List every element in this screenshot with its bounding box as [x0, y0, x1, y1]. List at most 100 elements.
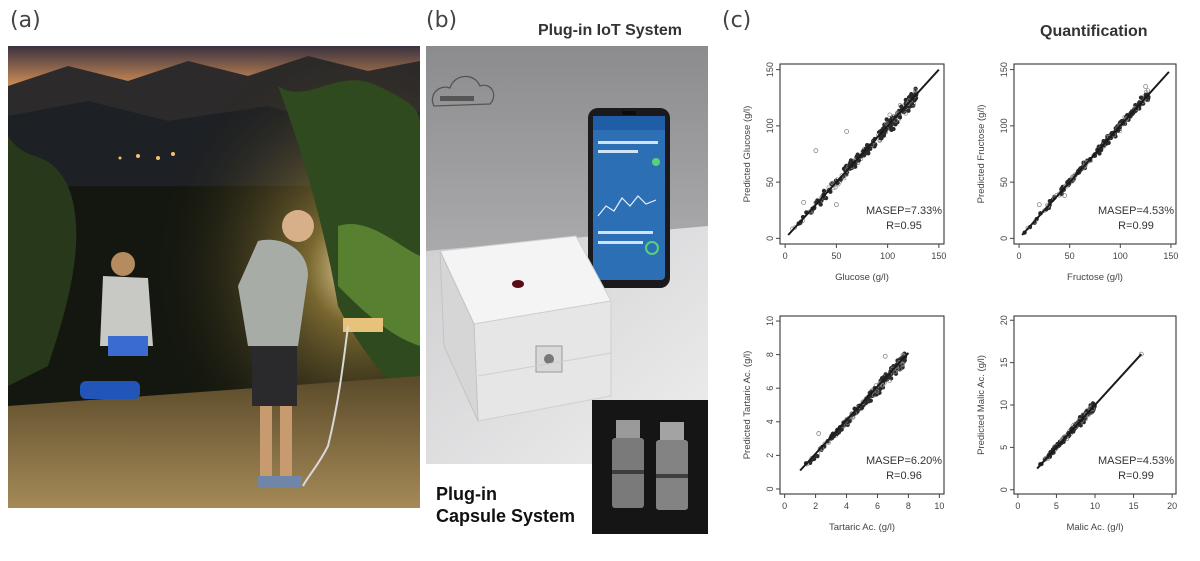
data-point: [895, 112, 901, 117]
x-axis-label: Tartaric Ac. (g/l): [829, 522, 895, 533]
data-point: [878, 136, 883, 141]
data-point: [892, 369, 898, 375]
x-tick-label: 2: [813, 501, 818, 511]
y-tick-label: 100: [765, 118, 775, 133]
data-point: [859, 405, 865, 410]
x-tick-label: 0: [782, 501, 787, 511]
x-tick-label: 0: [783, 251, 788, 261]
plot-malic: 0 5 10 15 20 0 5 10 15 20 Malic Ac. (g/l) Predicted…: [962, 306, 1190, 550]
x-tick-label: 0: [1017, 251, 1022, 261]
data-point: [821, 188, 827, 194]
data-point: [882, 353, 888, 359]
plot-frame: [779, 63, 945, 245]
capsule-system-caption: Plug-in Capsule System: [436, 483, 575, 527]
x-tick-label: 0: [1015, 501, 1020, 511]
data-point: [895, 366, 900, 372]
quantification-title: Quantification: [1040, 23, 1148, 40]
iot-device-photo: [426, 46, 708, 464]
y-tick-label: 100: [999, 118, 1009, 133]
capsules-scene: [592, 400, 708, 534]
data-point: [913, 88, 918, 93]
y-axis-label: Predicted Tartaric Ac. (g/l): [742, 351, 753, 460]
x-tick-label: 5: [1054, 501, 1059, 511]
y-tick-label: 0: [999, 487, 1009, 492]
data-point: [1138, 95, 1144, 100]
data-point: [1045, 204, 1051, 209]
data-point: [818, 202, 823, 207]
data-point: [844, 129, 850, 134]
data-point: [1071, 422, 1076, 427]
plot-glucose: 0 50 100 150 0 50 100 150 Glucose (g/l) Predicted…: [728, 54, 958, 300]
y-tick-label: 6: [765, 386, 775, 391]
data-point: [801, 199, 806, 205]
panel-b-label: (b): [426, 8, 458, 33]
worker-right: [238, 210, 383, 488]
r-label: R=0.96: [886, 470, 922, 482]
x-tick-label: 100: [1113, 251, 1128, 261]
x-tick-label: 10: [1090, 501, 1100, 511]
y-axis-label: Predicted Malic Ac. (g/l): [976, 355, 987, 455]
data-point: [816, 431, 822, 436]
data-point: [813, 148, 819, 154]
regression-line: [1036, 353, 1143, 470]
regression-line: [1021, 71, 1170, 236]
y-tick-label: 10: [999, 400, 1009, 410]
x-tick-label: 15: [1129, 501, 1139, 511]
y-axis-label: Predicted Glucose (g/l): [742, 106, 753, 203]
vineyard-scene: [8, 46, 420, 508]
panel-a-label: (a): [10, 8, 41, 33]
masep-label: MASEP=4.53%: [1098, 455, 1174, 467]
plot-tartaric: 0 2 4 6 8 10 0 2 4 6 8 10 Tartaric Ac. (g/l) Predicte…: [728, 306, 958, 550]
y-tick-label: 20: [999, 315, 1009, 325]
y-tick-label: 4: [765, 419, 775, 424]
y-tick-label: 2: [765, 453, 775, 458]
worker-left: [80, 252, 153, 399]
y-tick-label: 50: [999, 177, 1009, 187]
x-tick-label: 10: [934, 501, 944, 511]
data-point: [815, 454, 820, 459]
data-point: [880, 383, 885, 388]
y-tick-label: 0: [999, 236, 1009, 241]
x-tick-label: 20: [1167, 501, 1177, 511]
regression-line: [787, 68, 940, 236]
device-scene: [426, 46, 708, 464]
x-axis-label: Malic Ac. (g/l): [1066, 522, 1123, 533]
data-point: [903, 111, 908, 116]
x-tick-label: 100: [880, 251, 895, 261]
x-axis-label: Glucose (g/l): [835, 272, 889, 283]
data-point: [1036, 202, 1042, 208]
plot-fructose: 0 50 100 150 0 50 100 150 Fructose (g/l) Predicte…: [962, 54, 1190, 300]
y-tick-label: 150: [999, 62, 1009, 77]
y-axis-label: Predicted Fructose (g/l): [976, 105, 987, 204]
regression-line: [799, 352, 910, 472]
x-tick-label: 50: [1065, 251, 1075, 261]
y-tick-label: 50: [765, 177, 775, 187]
data-point: [891, 126, 896, 132]
y-tick-label: 0: [765, 236, 775, 241]
plot-frame: [779, 315, 945, 495]
cloud-icon: [431, 75, 495, 107]
capsule-caption-line2: Capsule System: [436, 506, 576, 526]
y-tick-label: 15: [999, 358, 1009, 368]
data-point: [847, 419, 852, 424]
data-point: [1138, 351, 1144, 357]
panel-c-label: (c): [722, 8, 752, 33]
x-tick-label: 8: [906, 501, 911, 511]
masep-label: MASEP=6.20%: [866, 455, 942, 467]
x-tick-label: 50: [831, 251, 841, 261]
y-tick-label: 0: [765, 486, 775, 491]
data-point: [833, 202, 839, 208]
glucose-scatter-chart: 0 50 100 150 0 50 100 150 Glucose (g/l) Predicted…: [742, 62, 946, 283]
smartphone: [588, 108, 670, 288]
plot-frame: [1013, 63, 1177, 245]
malic-scatter-chart: 0 5 10 15 20 0 5 10 15 20 Malic Ac. (g/l) Predicted…: [976, 315, 1177, 533]
data-point: [1143, 84, 1149, 89]
data-point: [884, 121, 889, 126]
data-point: [887, 378, 892, 384]
r-label: R=0.95: [886, 220, 922, 232]
data-point: [817, 447, 822, 452]
y-tick-label: 8: [765, 352, 775, 357]
data-point: [887, 112, 892, 117]
data-point: [897, 115, 903, 120]
r-label: R=0.99: [1118, 470, 1154, 482]
